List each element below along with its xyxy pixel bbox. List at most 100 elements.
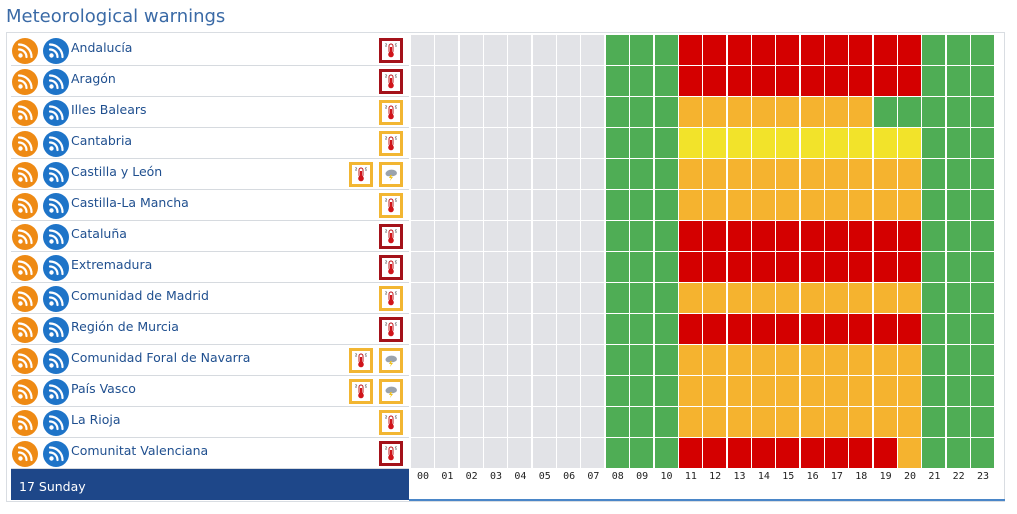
hour-cell[interactable]: [873, 438, 897, 468]
hour-cell[interactable]: [849, 159, 873, 189]
rss-feed-icon[interactable]: [12, 162, 38, 188]
hour-cell[interactable]: [946, 97, 970, 127]
hour-cell[interactable]: [605, 283, 629, 313]
hour-cell[interactable]: [703, 221, 727, 251]
hour-cell[interactable]: [727, 376, 751, 406]
hour-cell[interactable]: [971, 66, 995, 96]
hour-cell[interactable]: [484, 159, 508, 189]
thermometer-icon[interactable]: [379, 38, 403, 63]
hour-cell[interactable]: [776, 283, 800, 313]
hour-cell[interactable]: [557, 252, 581, 282]
hour-cell[interactable]: [484, 345, 508, 375]
hour-cell[interactable]: [776, 407, 800, 437]
hour-cell[interactable]: [678, 128, 702, 158]
hour-cell[interactable]: [411, 407, 434, 437]
hour-cell[interactable]: [557, 159, 581, 189]
hour-cell[interactable]: [557, 66, 581, 96]
hour-cell[interactable]: [435, 221, 459, 251]
region-name-link[interactable]: Cataluña: [71, 226, 127, 241]
hour-cell[interactable]: [435, 35, 459, 65]
hour-cell[interactable]: [776, 128, 800, 158]
hour-cell[interactable]: [630, 97, 654, 127]
hour-cell[interactable]: [751, 35, 775, 65]
region-name-link[interactable]: Comunidad de Madrid: [71, 288, 209, 303]
hour-cell[interactable]: [703, 376, 727, 406]
hour-cell[interactable]: [898, 314, 921, 344]
hour-cell[interactable]: [824, 221, 848, 251]
hour-cell[interactable]: [727, 221, 751, 251]
thermometer-icon[interactable]: [379, 286, 403, 311]
hour-cell[interactable]: [654, 314, 678, 344]
hour-cell[interactable]: [484, 252, 508, 282]
hour-cell[interactable]: [459, 128, 483, 158]
hour-cell[interactable]: [922, 66, 946, 96]
hour-cell[interactable]: [727, 345, 751, 375]
hour-cell[interactable]: [630, 66, 654, 96]
hour-cell[interactable]: [751, 407, 775, 437]
hour-cell[interactable]: [459, 314, 483, 344]
hour-cell[interactable]: [484, 314, 508, 344]
hour-cell[interactable]: [751, 97, 775, 127]
hour-cell[interactable]: [654, 252, 678, 282]
hour-cell[interactable]: [922, 97, 946, 127]
hour-cell[interactable]: [849, 97, 873, 127]
hour-cell[interactable]: [824, 314, 848, 344]
hour-cell[interactable]: [922, 35, 946, 65]
hour-cell[interactable]: [654, 35, 678, 65]
storm-icon[interactable]: [379, 162, 403, 187]
hour-cell[interactable]: [971, 159, 995, 189]
hour-cell[interactable]: [411, 35, 434, 65]
hour-cell[interactable]: [532, 283, 556, 313]
hour-cell[interactable]: [557, 283, 581, 313]
hour-cell[interactable]: [484, 128, 508, 158]
hour-cell[interactable]: [824, 438, 848, 468]
hour-cell[interactable]: [849, 221, 873, 251]
hour-cell[interactable]: [630, 252, 654, 282]
hour-cell[interactable]: [703, 314, 727, 344]
hour-cell[interactable]: [581, 221, 605, 251]
hour-cell[interactable]: [459, 438, 483, 468]
hour-cell[interactable]: [678, 66, 702, 96]
thermometer-icon[interactable]: [379, 410, 403, 435]
hour-cell[interactable]: [800, 252, 824, 282]
hour-cell[interactable]: [946, 252, 970, 282]
hour-cell[interactable]: [508, 35, 532, 65]
hour-cell[interactable]: [484, 97, 508, 127]
hour-cell[interactable]: [630, 376, 654, 406]
hour-cell[interactable]: [508, 314, 532, 344]
hour-cell[interactable]: [922, 376, 946, 406]
hour-cell[interactable]: [946, 221, 970, 251]
hour-cell[interactable]: [411, 438, 434, 468]
hour-cell[interactable]: [459, 345, 483, 375]
hour-cell[interactable]: [727, 159, 751, 189]
hour-cell[interactable]: [751, 314, 775, 344]
hour-cell[interactable]: [873, 314, 897, 344]
hour-cell[interactable]: [532, 345, 556, 375]
hour-cell[interactable]: [605, 376, 629, 406]
hour-cell[interactable]: [532, 314, 556, 344]
rss-feed-icon[interactable]: [43, 69, 69, 95]
hour-cell[interactable]: [411, 376, 434, 406]
hour-cell[interactable]: [800, 190, 824, 220]
hour-cell[interactable]: [776, 35, 800, 65]
hour-cell[interactable]: [508, 190, 532, 220]
hour-cell[interactable]: [873, 345, 897, 375]
hour-cell[interactable]: [630, 407, 654, 437]
rss-feed-icon[interactable]: [12, 69, 38, 95]
hour-cell[interactable]: [703, 190, 727, 220]
hour-cell[interactable]: [581, 159, 605, 189]
hour-cell[interactable]: [873, 376, 897, 406]
hour-cell[interactable]: [898, 283, 921, 313]
rss-feed-icon[interactable]: [43, 441, 69, 467]
hour-cell[interactable]: [532, 190, 556, 220]
hour-cell[interactable]: [898, 376, 921, 406]
hour-cell[interactable]: [946, 314, 970, 344]
rss-feed-icon[interactable]: [12, 286, 38, 312]
hour-cell[interactable]: [898, 407, 921, 437]
rss-feed-icon[interactable]: [12, 317, 38, 343]
rss-feed-icon[interactable]: [12, 410, 38, 436]
hour-cell[interactable]: [678, 438, 702, 468]
rss-feed-icon[interactable]: [12, 348, 38, 374]
hour-cell[interactable]: [824, 35, 848, 65]
rss-feed-icon[interactable]: [12, 131, 38, 157]
